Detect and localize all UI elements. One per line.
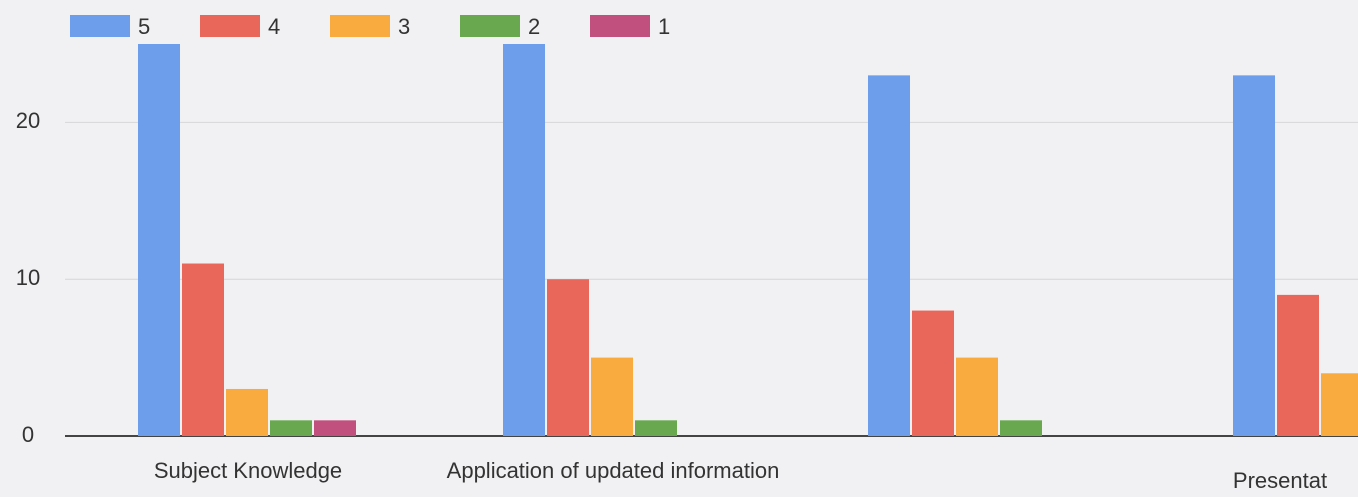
y-tick-label: 0	[22, 422, 34, 447]
bar	[1233, 75, 1275, 437]
bar	[1321, 373, 1358, 436]
bar	[138, 44, 180, 436]
bar	[868, 75, 910, 437]
legend-label: 1	[658, 14, 670, 39]
bar	[956, 357, 998, 436]
bar	[1277, 294, 1319, 436]
bar	[1000, 420, 1042, 436]
bar	[912, 310, 954, 436]
legend-swatch	[590, 15, 650, 37]
y-tick-label: 10	[16, 265, 40, 290]
legend-label: 3	[398, 14, 410, 39]
legend-swatch	[70, 15, 130, 37]
bar	[591, 357, 633, 436]
legend-label: 4	[268, 14, 280, 39]
legend-swatch	[460, 15, 520, 37]
legend-swatch	[330, 15, 390, 37]
x-tick-label: Presentat	[1233, 468, 1327, 493]
bar	[547, 279, 589, 436]
x-tick-label: Subject Knowledge	[154, 458, 342, 483]
bar	[635, 420, 677, 436]
y-tick-label: 20	[16, 108, 40, 133]
bar	[503, 44, 545, 436]
legend-label: 5	[138, 14, 150, 39]
x-tick-label: Application of updated information	[447, 458, 780, 483]
legend-label: 2	[528, 14, 540, 39]
bar	[270, 420, 312, 436]
bar	[314, 420, 356, 436]
bar	[182, 263, 224, 436]
bar	[226, 388, 268, 436]
legend-swatch	[200, 15, 260, 37]
